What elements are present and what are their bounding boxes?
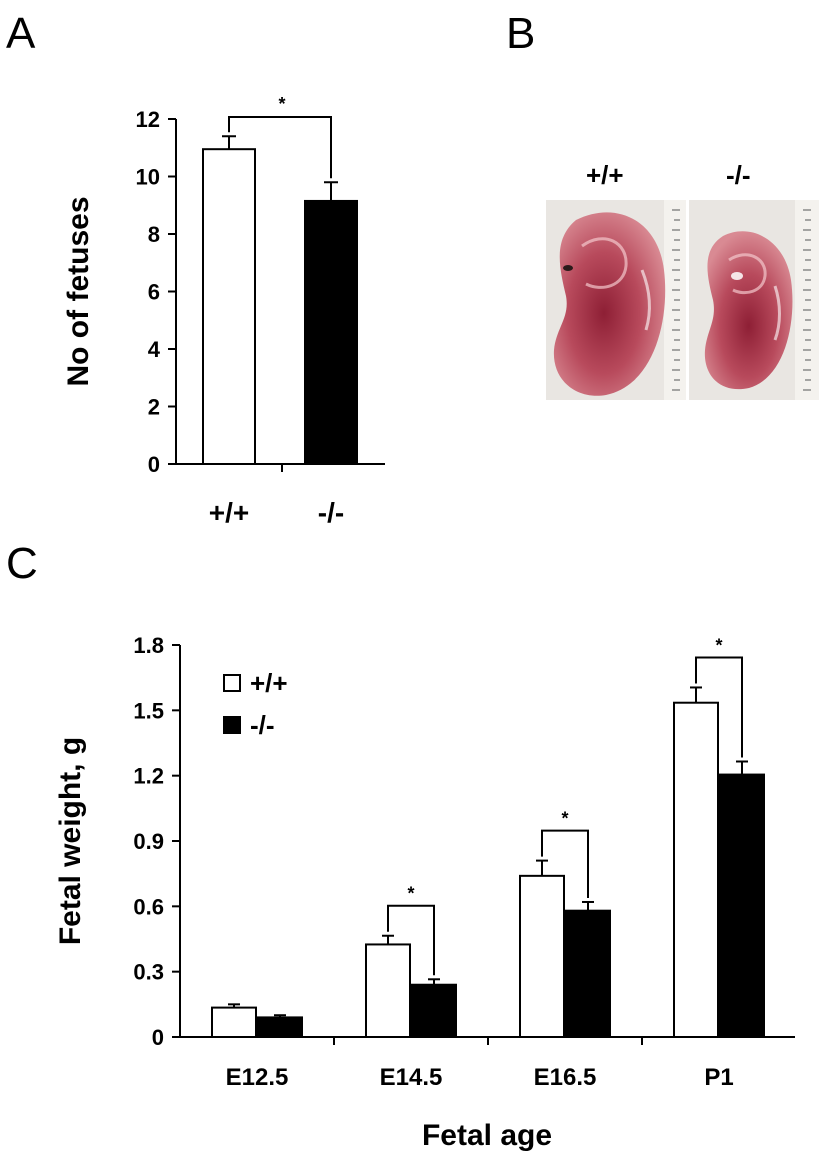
y-tick-label: 1.8 <box>133 633 164 658</box>
y-axis-label: No of fetuses <box>62 196 95 386</box>
bar <box>565 909 611 1039</box>
significance-star: * <box>407 884 414 904</box>
y-tick-label: 12 <box>136 107 160 132</box>
y-tick-label: 0.9 <box>133 829 164 854</box>
x-tick-label: P1 <box>704 1064 733 1091</box>
bar <box>519 874 565 1038</box>
legend-label: +/+ <box>250 668 288 698</box>
bar <box>304 199 358 465</box>
y-tick-label: 0 <box>152 1025 164 1050</box>
photo-label-wildtype: +/+ <box>586 160 624 190</box>
significance-star: * <box>715 635 722 655</box>
bar <box>719 773 765 1038</box>
significance-bracket <box>387 904 435 976</box>
y-tick-label: 10 <box>136 165 160 190</box>
significance-bracket <box>228 116 332 179</box>
bar <box>202 148 256 465</box>
legend-label: -/- <box>250 710 275 740</box>
x-tick-label: E14.5 <box>380 1064 443 1091</box>
significance-star: * <box>278 94 285 114</box>
significance-star: * <box>561 809 568 829</box>
x-tick-label: +/+ <box>209 497 249 528</box>
y-tick-label: 0.3 <box>133 960 164 985</box>
significance-bracket <box>695 656 743 758</box>
y-axis-label: Fetal weight, g <box>54 737 87 945</box>
y-tick-label: 8 <box>148 222 160 247</box>
bar <box>257 1016 303 1038</box>
embryo-photo-wildtype <box>546 200 686 400</box>
panel-c-label: C <box>6 539 38 588</box>
photo-label-knockout: -/- <box>726 160 751 190</box>
y-tick-label: 4 <box>148 337 161 362</box>
y-tick-label: 1.2 <box>133 764 164 789</box>
embryo-photo-knockout <box>689 200 819 400</box>
y-tick-label: 2 <box>148 395 160 420</box>
bar <box>211 1006 257 1039</box>
y-tick-label: 0 <box>148 452 160 477</box>
fetal-weight-chart: 0 0.3 0.6 0.9 1.2 1.5 1.8 E12.5 E14.5 * E16.5 * P1 * +… <box>54 633 795 1152</box>
panel-a-label: A <box>6 9 36 58</box>
y-tick-label: 6 <box>148 280 160 305</box>
panel-b-label: B <box>506 9 536 58</box>
x-axis-label: Fetal age <box>422 1119 552 1152</box>
bar <box>411 983 457 1039</box>
y-tick-label: 1.5 <box>133 698 164 723</box>
y-tick-label: 0.6 <box>133 894 164 919</box>
x-tick-label: E12.5 <box>226 1064 289 1091</box>
fetus-count-chart: 0 2 4 6 8 10 12 +/+ -/- * No of fetuses <box>62 94 385 528</box>
legend-swatch <box>223 716 241 734</box>
legend-swatch <box>223 674 241 692</box>
bar <box>673 701 719 1038</box>
bar <box>365 943 411 1039</box>
significance-bracket <box>541 829 589 898</box>
x-tick-label: -/- <box>318 497 344 528</box>
x-tick-label: E16.5 <box>534 1064 597 1091</box>
